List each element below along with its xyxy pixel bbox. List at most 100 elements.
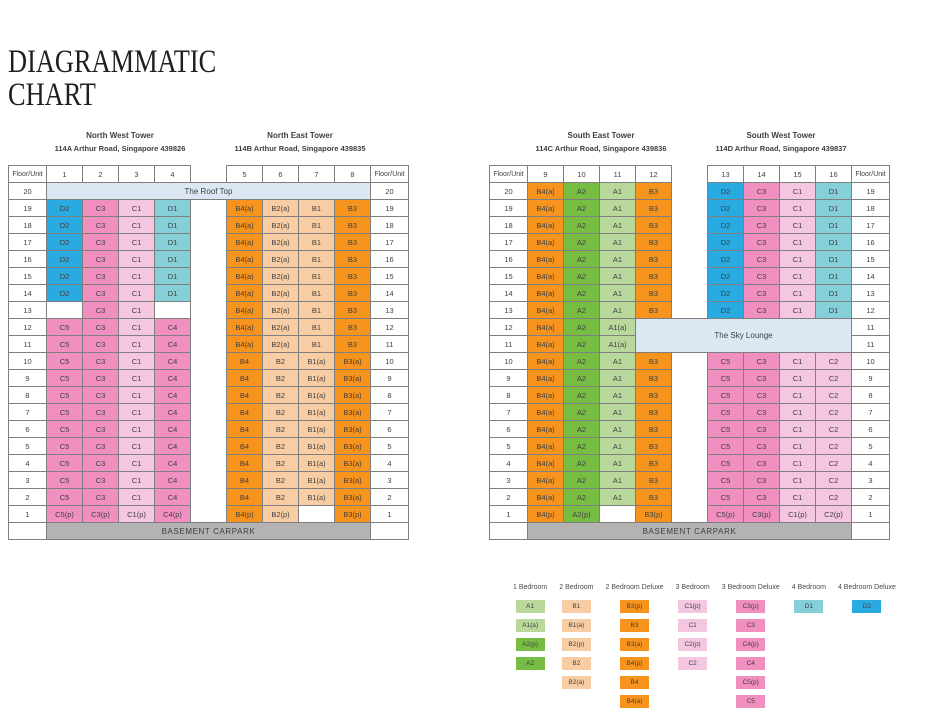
unit-cell: C1 (118, 403, 155, 421)
floor-row: 8 B4(a) A2 A1 B3 C5 C3 C1 C2 8 (489, 386, 890, 404)
unit-cell: C3 (743, 437, 780, 455)
unit-cell: D1 (154, 284, 191, 302)
unit-cell: C3 (743, 233, 780, 251)
unit-cell: B2 (262, 352, 299, 370)
unit-cell: B4(a) (226, 284, 263, 302)
legend-swatch: C4(p) (736, 638, 766, 651)
unit-cell: B4(a) (527, 216, 564, 234)
tower-gap (190, 335, 227, 353)
unit-cell: B4(a) (226, 216, 263, 234)
unit-cell: C1 (779, 267, 816, 285)
unit-cell: C1 (779, 182, 816, 200)
legend-column-header: 3 Bedroom (675, 584, 710, 591)
floor-row: 10 C5 C3 C1 C4 B4 B2 B1(a) B3(a) 10 (8, 352, 409, 370)
unit-cell: B4(a) (527, 437, 564, 455)
unit-cell: C3 (82, 471, 119, 489)
floor-row: 13 C3 C1 B4(a) B2(a) B1 B3 13 (8, 301, 409, 319)
unit-cell: B2 (262, 420, 299, 438)
unit-cell: C3 (743, 369, 780, 387)
unit-cell: B3 (334, 318, 371, 336)
floor-row: 12 C5 C3 C1 C4 B4(a) B2(a) B1 B3 12 (8, 318, 409, 336)
unit-cell: B3 (635, 386, 672, 404)
floor-number-cell: 8 (489, 386, 528, 404)
tower-address: 114B Arthur Road, Singapore 439835 (234, 144, 366, 153)
unit-cell: D1 (815, 199, 852, 217)
unit-cell: C4 (154, 454, 191, 472)
unit-cell: A1 (599, 454, 636, 472)
unit-cell: C1 (779, 437, 816, 455)
unit-cell: D1 (815, 267, 852, 285)
floor-number-cell: 1 (489, 505, 528, 523)
unit-cell: B4(a) (527, 182, 564, 200)
tower-gap (671, 301, 708, 319)
basement-carpark-cell: BASEMENT CARPARK (527, 522, 852, 540)
legend-swatch: C5(p) (736, 676, 766, 689)
floor-number-cell: 7 (851, 403, 890, 421)
floor-number-cell: 4 (370, 454, 409, 472)
unit-cell: B2(a) (262, 284, 299, 302)
unit-cell: A2 (563, 352, 600, 370)
floor-number-cell: 2 (851, 488, 890, 506)
tower-gap (190, 216, 227, 234)
unit-cell: C1(p) (118, 505, 155, 523)
unit-cell: A1 (599, 233, 636, 251)
unit-cell: C4 (154, 318, 191, 336)
tower-address: 114A Arthur Road, Singapore 439826 (54, 144, 186, 153)
unit-cell: B2 (262, 437, 299, 455)
tower-gap (671, 471, 708, 489)
tower-gap (190, 454, 227, 472)
unit-cell: D1 (815, 301, 852, 319)
unit-cell: C4 (154, 386, 191, 404)
unit-cell: C1 (118, 437, 155, 455)
unit-cell: D1 (815, 233, 852, 251)
floor-number-cell: 5 (489, 437, 528, 455)
unit-cell: B4(a) (527, 454, 564, 472)
unit-cell: B3 (334, 284, 371, 302)
legend-swatch: C5 (736, 695, 766, 708)
floor-number-cell: 14 (8, 284, 47, 302)
floor-row: 4 C5 C3 C1 C4 B4 B2 B1(a) B3(a) 4 (8, 454, 409, 472)
unit-cell: C2 (815, 471, 852, 489)
unit-cell: B4(a) (527, 284, 564, 302)
unit-cell: C2 (815, 454, 852, 472)
unit-cell: C1 (779, 284, 816, 302)
floor-unit-table-south-towers: Floor/Unit 9 10 11 12 13 14 15 16 Floor/Unit 20 B4(… (489, 165, 890, 540)
floor-number-cell: 1 (851, 505, 890, 523)
unit-cell: B2(a) (262, 318, 299, 336)
floor-number-cell: 6 (851, 420, 890, 438)
unit-cell: A1(a) (599, 335, 636, 353)
unit-cell: A2 (563, 199, 600, 217)
unit-cell: B4(a) (527, 471, 564, 489)
tower-address: 114C Arthur Road, Singapore 439836 (535, 144, 667, 153)
unit-cell: B3(a) (334, 488, 371, 506)
tower-gap (190, 369, 227, 387)
unit-cell (599, 505, 636, 523)
legend-swatch: B4(a) (619, 695, 649, 708)
tower-gap (190, 233, 227, 251)
unit-cell: A2 (563, 250, 600, 268)
unit-cell: C3(p) (82, 505, 119, 523)
floor-number-cell: 12 (851, 301, 890, 319)
unit-cell: B2(a) (262, 267, 299, 285)
unit-cell: B1 (298, 284, 335, 302)
legend-swatch: B1 (561, 600, 591, 613)
unit-cell: C3 (82, 437, 119, 455)
unit-cell: B2(a) (262, 233, 299, 251)
floor-number-cell: 4 (489, 454, 528, 472)
unit-cell: D2 (707, 182, 744, 200)
unit-cell: D2 (707, 199, 744, 217)
floor-number-cell: 1 (8, 505, 47, 523)
legend-swatch: C2(p) (678, 638, 708, 651)
tower-title-south-west: South West Tower 114D Arthur Road, Singa… (676, 131, 886, 153)
unit-cell: C1(p) (779, 505, 816, 523)
unit-cell: B1(a) (298, 420, 335, 438)
unit-cell: B4(a) (527, 199, 564, 217)
legend-swatch: B1(a) (561, 619, 591, 632)
unit-cell: C1 (118, 454, 155, 472)
unit-cell: B4(a) (527, 386, 564, 404)
tower-gap (671, 250, 708, 268)
unit-cell: C1 (118, 335, 155, 353)
legend-swatch: B2(p) (561, 638, 591, 651)
unit-cell: A1 (599, 471, 636, 489)
unit-cell: B3 (635, 250, 672, 268)
